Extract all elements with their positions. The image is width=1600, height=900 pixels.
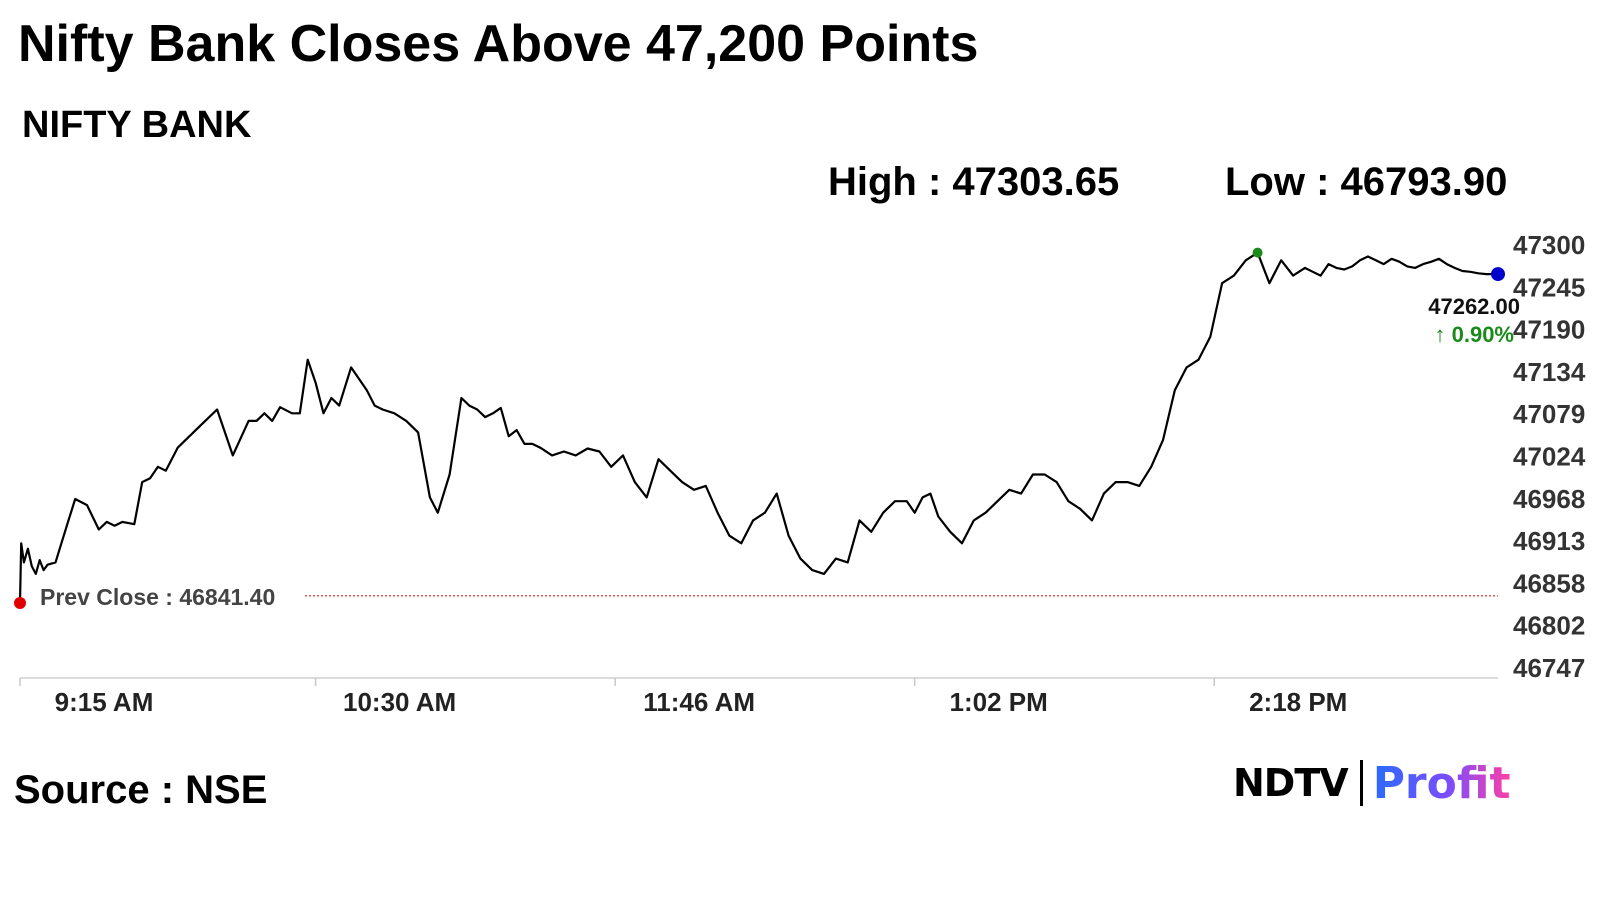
y-tick-label: 46913 — [1513, 526, 1585, 556]
ndtv-profit-logo: NDTV Profit — [1233, 757, 1511, 809]
day-low: Low : 46793.90 — [1225, 160, 1508, 204]
line-chart: 9:15 AM 10:30 AM 11:46 AM 1:02 PM 2:18 PM 473… — [14, 230, 1586, 717]
low-marker — [14, 596, 26, 609]
logo-divider — [1359, 760, 1363, 806]
prev-close-label: Prev Close : 46841.40 — [40, 584, 275, 610]
y-tick-label: 47190 — [1513, 315, 1585, 345]
change-label: ↑ 0.90% — [1435, 322, 1515, 347]
y-tick-label: 47300 — [1513, 230, 1585, 260]
y-tick-label: 47134 — [1513, 357, 1586, 387]
chart-title: Nifty Bank Closes Above 47,200 Points — [18, 15, 979, 73]
x-tick-label: 9:15 AM — [55, 687, 154, 717]
last-price-marker — [1491, 267, 1505, 282]
last-price-label: 47262.00 — [1428, 294, 1520, 319]
y-tick-label: 47245 — [1513, 272, 1585, 302]
logo-ndtv: NDTV — [1233, 761, 1349, 805]
logo-profit: Profit — [1372, 757, 1511, 809]
y-tick-label: 46747 — [1513, 653, 1585, 683]
y-tick-label: 46968 — [1513, 484, 1585, 514]
day-high: High : 47303.65 — [828, 160, 1120, 204]
y-tick-label: 47079 — [1513, 399, 1585, 429]
source-note: Source : NSE — [14, 768, 268, 812]
y-tick-label: 46802 — [1513, 611, 1585, 641]
x-tick-label: 11:46 AM — [643, 687, 755, 717]
x-tick-label: 10:30 AM — [343, 687, 456, 717]
high-marker — [1252, 247, 1263, 258]
y-tick-label: 46858 — [1513, 568, 1585, 598]
x-tick-label: 1:02 PM — [950, 687, 1048, 717]
x-tick-label: 2:18 PM — [1249, 687, 1347, 717]
index-name: NIFTY BANK — [22, 104, 252, 146]
price-line — [18, 251, 1498, 604]
y-tick-label: 47024 — [1513, 442, 1586, 472]
